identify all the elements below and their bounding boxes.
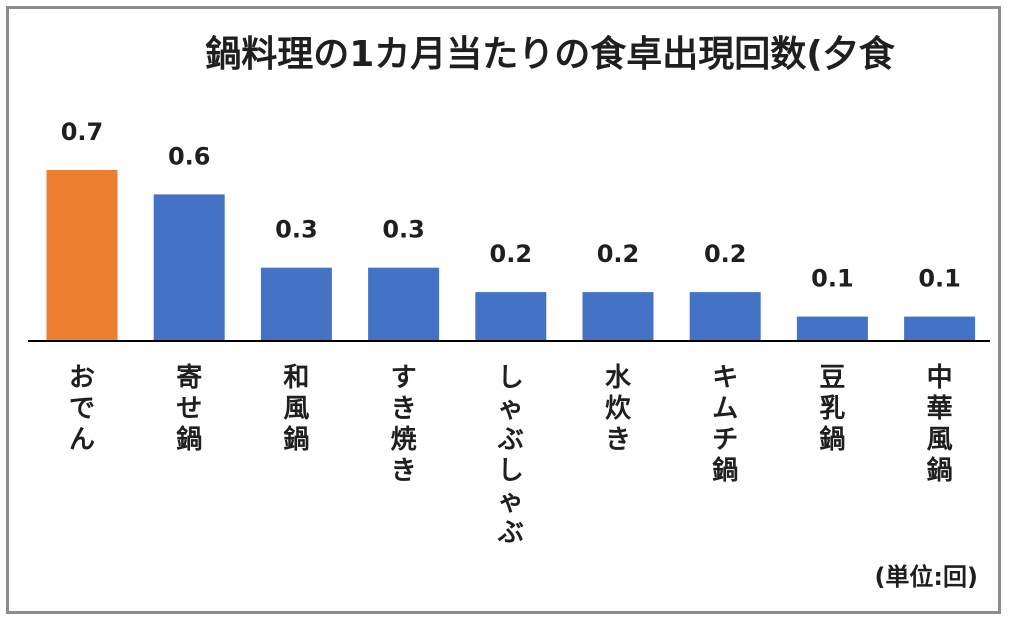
category-label-1: 寄せ鍋	[176, 362, 202, 455]
category-label-6: キムチ鍋	[712, 363, 738, 486]
value-label-5: 0.2	[597, 240, 640, 268]
unit-label: (単位:回)	[874, 563, 978, 591]
value-label-7: 0.1	[811, 265, 854, 293]
value-label-8: 0.1	[918, 265, 961, 293]
bar-7	[796, 316, 868, 341]
value-label-3: 0.3	[382, 216, 425, 244]
category-label-8: 中華風鍋	[927, 363, 953, 486]
category-label-4: しゃぶしゃぶ	[497, 363, 524, 548]
bar-2	[260, 267, 332, 341]
bar-1	[153, 194, 225, 341]
bar-4	[475, 292, 547, 341]
value-label-6: 0.2	[704, 240, 747, 268]
category-label-2: 和風鍋	[283, 363, 309, 455]
bar-0	[46, 170, 118, 341]
value-label-2: 0.3	[275, 216, 318, 244]
category-label-5: 水炊き	[605, 363, 632, 455]
category-label-7: 豆乳鍋	[819, 363, 845, 455]
category-label-0: おでん	[69, 363, 95, 455]
value-label-0: 0.7	[61, 118, 104, 146]
category-label-3: すき焼き	[391, 363, 417, 486]
bar-5	[582, 292, 654, 341]
bar-6	[689, 292, 761, 341]
bar-3	[368, 267, 440, 341]
bars-layer	[46, 170, 976, 341]
value-labels-layer: 0.7 0.6 0.3 0.3 0.2 0.2 0.2 0.1 0.1	[61, 118, 961, 293]
value-label-4: 0.2	[490, 240, 533, 268]
category-labels-layer: おでん 寄せ鍋 和風鍋 すき焼き しゃぶしゃぶ 水炊き キムチ鍋 豆乳鍋 中華風鍋	[69, 362, 953, 548]
bar-8	[904, 316, 976, 341]
chart-title: 鍋料理の1カ月当たりの食卓出現回数(夕食	[205, 33, 896, 75]
value-label-1: 0.6	[168, 142, 211, 170]
